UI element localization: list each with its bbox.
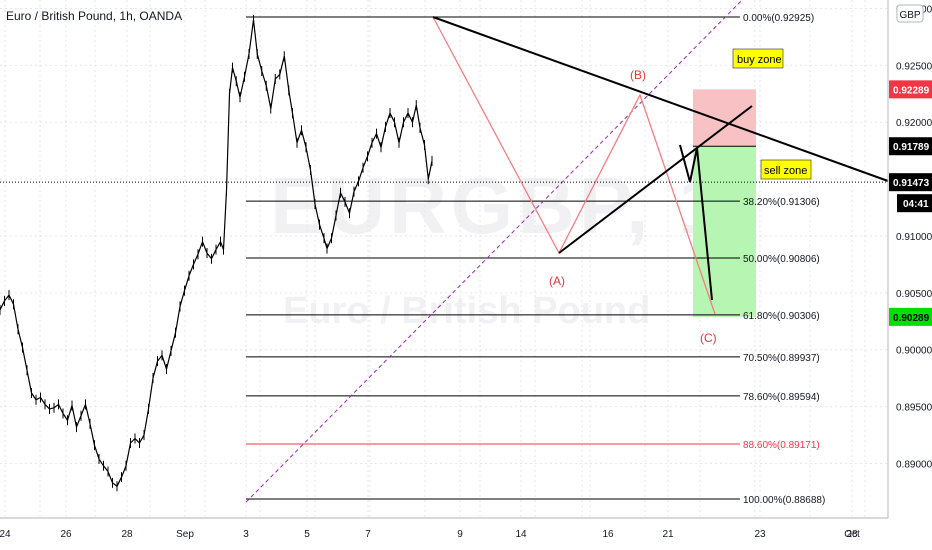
- projected-path: [679, 144, 713, 301]
- fib-level-label: 38.20%(0.91306): [743, 197, 820, 208]
- ascending-trendline: [558, 105, 753, 254]
- x-tick-label: 9: [457, 529, 463, 540]
- x-tick-label: 24: [0, 529, 11, 540]
- wave-label-b: (B): [630, 68, 646, 82]
- x-tick-label: 3: [243, 529, 249, 540]
- y-tick-label: 0.91000: [896, 232, 932, 243]
- x-axis-panel: [0, 518, 888, 550]
- countdown-label: 04:41: [903, 199, 929, 210]
- x-tick-label: 26: [60, 529, 72, 540]
- fib-level-label: 70.50%(0.89937): [743, 353, 820, 364]
- diagonal-trend-line: [245, 0, 743, 503]
- fib-level-label: 88.60%(0.89171): [743, 440, 820, 451]
- entry-price-label: 0.91789: [893, 142, 930, 153]
- fib-level-label: 50.00%(0.90806): [743, 254, 820, 265]
- buy-zone-label: buy zone: [737, 54, 782, 66]
- y-tick-label: 0.89000: [896, 460, 932, 471]
- x-tick-label: 7: [365, 529, 371, 540]
- x-tick-label: 14: [515, 529, 527, 540]
- x-tick-label: 28: [846, 529, 858, 540]
- chart-title: Euro / British Pound, 1h, OANDA: [6, 9, 183, 23]
- last-price-label: 0.91473: [893, 178, 930, 189]
- y-tick-label: 0.92000: [896, 118, 932, 129]
- target-price-label-box: [889, 307, 932, 326]
- fib-level-label: 61.80%(0.90306): [743, 311, 820, 322]
- y-tick-label: 0.90500: [896, 289, 932, 300]
- y-tick-label: 0.89500: [896, 403, 932, 414]
- currency-badge[interactable]: GBP: [899, 10, 920, 21]
- fib-level-label: 100.00%(0.88688): [743, 495, 825, 506]
- x-tick-label: 21: [662, 529, 674, 540]
- stop-price-label: 0.92289: [893, 85, 930, 96]
- x-tick-label: Oct: [844, 529, 860, 540]
- x-tick-label: 16: [602, 529, 614, 540]
- fib-level-label: 78.60%(0.89594): [743, 392, 820, 403]
- x-tick-label: 28: [121, 529, 133, 540]
- sell-zone-label: sell zone: [764, 165, 807, 177]
- countdown-box: [897, 194, 932, 213]
- sell-zone-box: [760, 159, 812, 180]
- wave-label-c: (C): [700, 331, 717, 345]
- y-tick-label: 0.92500: [896, 61, 932, 72]
- name-watermark: Euro / British Pound: [283, 290, 651, 332]
- x-tick-label: 23: [754, 529, 766, 540]
- wave-label-a: (A): [549, 274, 565, 288]
- wave-path: [432, 16, 716, 315]
- entry-price-label-box: [889, 137, 932, 156]
- currency-badge-box: [896, 4, 924, 23]
- descending-trendline: [432, 16, 889, 182]
- y-tick-label: 0.90000: [896, 346, 932, 357]
- target-price-label: 0.90289: [893, 313, 930, 324]
- profit-target-zone: [693, 146, 756, 317]
- last-price-label-box: [889, 173, 932, 192]
- x-tick-label: 5: [304, 529, 310, 540]
- buy-zone-box: [732, 48, 784, 69]
- x-tick-label: Sep: [176, 529, 194, 540]
- stop-loss-zone: [693, 89, 756, 147]
- stop-price-label-box: [889, 80, 932, 99]
- fib-level-label: 0.00%(0.92925): [743, 13, 814, 24]
- price-line: [0, 19, 433, 488]
